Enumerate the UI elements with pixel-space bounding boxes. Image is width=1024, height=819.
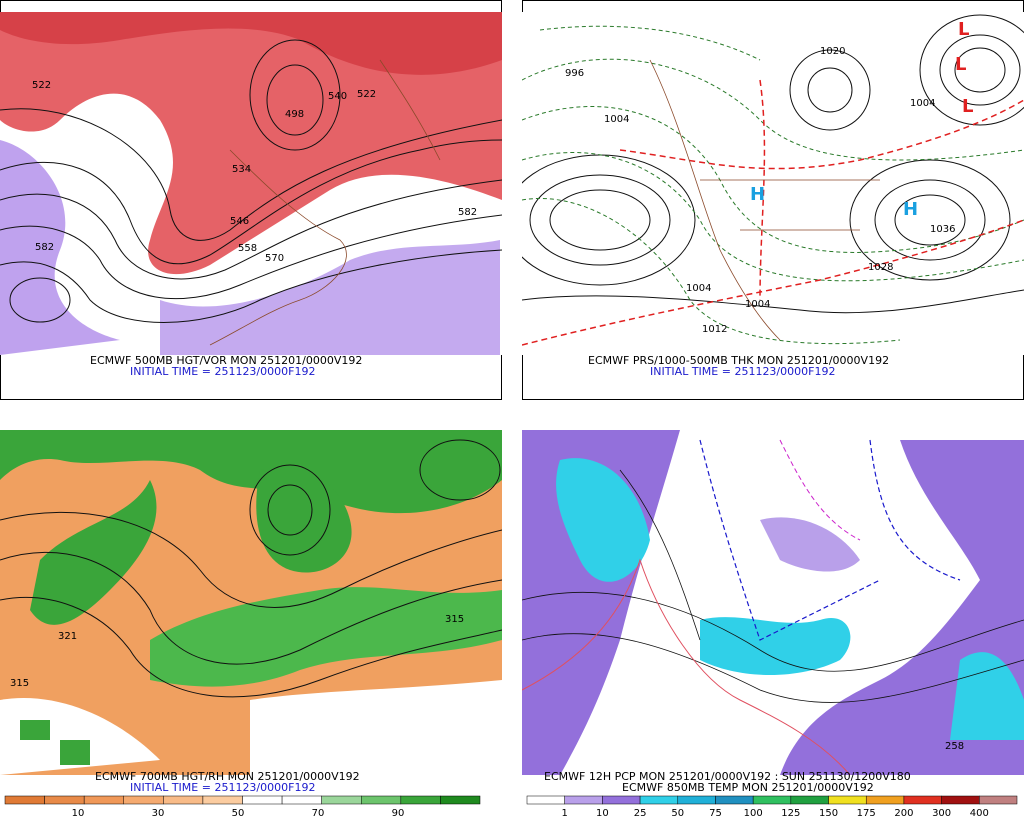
colorbar-swatch: [321, 795, 362, 805]
contour-label: 315: [445, 614, 464, 625]
contour-labels: 522 498 540 522 534 546 558 570 582 582: [32, 80, 477, 264]
contour-label: 546: [230, 216, 249, 227]
panel-caption: ECMWF 700MB HGT/RH MON 251201/0000V192: [95, 770, 360, 783]
contour-label: 522: [357, 89, 376, 100]
contour-label: 1020: [820, 46, 845, 57]
contour-label: 1028: [868, 262, 893, 273]
panel-caption: ECMWF PRS/1000-500MB THK MON 251201/0000…: [588, 354, 889, 367]
high-marker: H: [903, 199, 918, 220]
colorbar-label: 75: [709, 808, 722, 819]
contour-label: 540: [328, 91, 347, 102]
colorbar-label: 150: [819, 808, 838, 819]
contour-label: 582: [458, 207, 477, 218]
colorbar-label: 10: [72, 808, 85, 819]
colorbar-swatch: [44, 795, 85, 805]
contour-label: 558: [238, 243, 257, 254]
contour-label: 1004: [745, 299, 770, 310]
low-marker: L: [962, 96, 973, 117]
colorbar-swatch: [602, 795, 641, 805]
low-marker: L: [955, 54, 966, 75]
initial-time: INITIAL TIME = 251123/0000F192: [130, 365, 315, 378]
contour-label: 321: [58, 631, 77, 642]
colorbar-label: 1: [562, 808, 568, 819]
panel-caption: ECMWF 500MB HGT/VOR MON 251201/0000V192: [90, 354, 362, 367]
colorbar-swatch: [526, 795, 565, 805]
colorbar-swatch: [123, 795, 164, 805]
colorbar-swatch: [83, 795, 124, 805]
colorbar-swatch: [281, 795, 322, 805]
colorbar-label: 50: [232, 808, 245, 819]
map-precip: [522, 430, 1024, 775]
colorbar-swatch: [400, 795, 441, 805]
colorbar-swatch: [4, 795, 45, 805]
colorbar: 10 30 50 70 90: [4, 795, 481, 819]
contour-label: 498: [285, 109, 304, 120]
contour-label: 315: [10, 678, 29, 689]
colorbar-label: 10: [596, 808, 609, 819]
colorbar-swatch: [979, 795, 1018, 805]
colorbar-label: 30: [152, 808, 165, 819]
colorbar-swatch: [715, 795, 754, 805]
colorbar-swatch: [361, 795, 402, 805]
colorbar-label: 125: [781, 808, 800, 819]
colorbar-swatch: [903, 795, 942, 805]
contour-label: 534: [232, 164, 251, 175]
colorbar-swatch: [828, 795, 867, 805]
colorbar-swatch: [639, 795, 679, 805]
contour-label: 570: [265, 253, 284, 264]
colorbar-swatch: [163, 795, 204, 805]
colorbar-label: 200: [894, 808, 913, 819]
contour-label: 996: [565, 68, 584, 79]
panel-caption: ECMWF 12H PCP MON 251201/0000V192 : SUN …: [544, 770, 911, 783]
colorbar-swatch: [564, 795, 603, 805]
high-marker: H: [750, 184, 765, 205]
colorbar-swatch: [440, 795, 481, 805]
contour-label: 1004: [686, 283, 711, 294]
contour-label: 1036: [930, 224, 955, 235]
contour-label: 582: [35, 242, 54, 253]
colorbar-label: 400: [970, 808, 989, 819]
contour-label: 258: [945, 741, 964, 752]
colorbar-swatch: [677, 795, 716, 805]
contour-labels: 258: [945, 741, 964, 752]
colorbar-swatch: [242, 795, 283, 805]
map-mslp: [522, 12, 1024, 355]
contour-label: 1004: [604, 114, 629, 125]
colorbar-label: 25: [634, 808, 647, 819]
colorbar-label: 175: [857, 808, 876, 819]
colorbar-label: 50: [671, 808, 684, 819]
colorbar-swatch: [941, 795, 980, 805]
colorbar-swatch: [752, 795, 792, 805]
colorbar: 1 10 25 50 75 100 125 150 175 200 300 400: [526, 795, 1018, 819]
colorbar-swatch: [202, 795, 243, 805]
contour-labels: 321 315 315: [10, 614, 464, 689]
initial-time: INITIAL TIME = 251123/0000F192: [130, 781, 315, 794]
colorbar-swatch: [865, 795, 905, 805]
colorbar-label: 90: [392, 808, 405, 819]
contour-label: 522: [32, 80, 51, 91]
contour-label: 1004: [910, 98, 935, 109]
contour-labels: 996 1004 1020 1004 1036 1028 1004 1004 1…: [565, 19, 973, 335]
colorbar-label: 100: [744, 808, 763, 819]
map-700mb: [0, 430, 502, 775]
initial-time: INITIAL TIME = 251123/0000F192: [650, 365, 835, 378]
colorbar-swatch: [790, 795, 829, 805]
colorbar-label: 300: [932, 808, 951, 819]
map-500mb: [0, 12, 502, 355]
contour-label: 1012: [702, 324, 727, 335]
colorbar-label: 70: [312, 808, 325, 819]
panel-caption: ECMWF 850MB TEMP MON 251201/0000V192: [622, 781, 874, 794]
low-marker: L: [958, 19, 969, 40]
